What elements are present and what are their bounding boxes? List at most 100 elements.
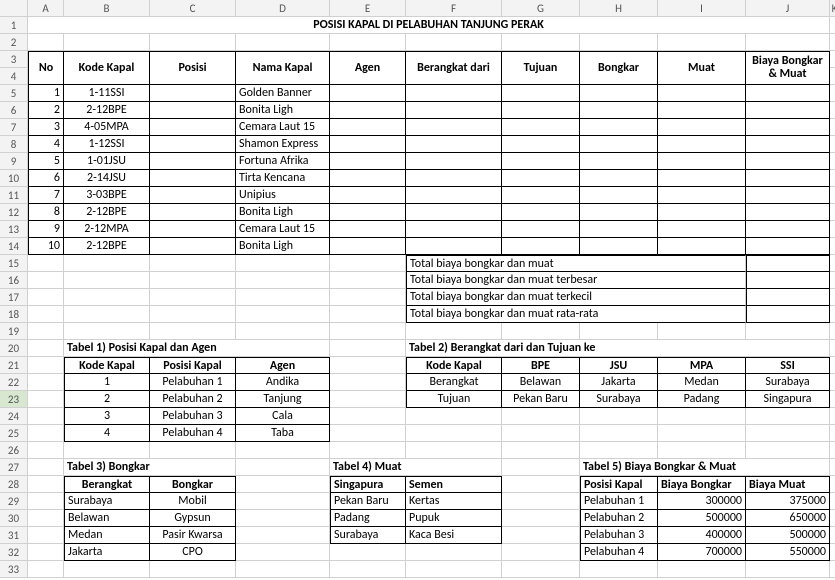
cell-muat-5[interactable] [658, 170, 746, 187]
cell-berangkat-0[interactable] [406, 85, 502, 102]
cell-nama-1[interactable]: Bonita Ligh [236, 102, 330, 119]
row-header-7[interactable]: 7 [0, 119, 28, 136]
t4-r2-0[interactable]: Surabaya [330, 527, 406, 544]
cell-r2-c1[interactable] [64, 34, 150, 51]
total-val-3[interactable] [746, 306, 830, 323]
cell-bongkar-1[interactable] [580, 102, 658, 119]
cell-nama-9[interactable]: Bonita Ligh [236, 238, 330, 255]
cell-muat-7[interactable] [658, 204, 746, 221]
cell-K-13[interactable] [830, 221, 835, 238]
cell-biaya-5[interactable] [746, 170, 830, 187]
t2-r1-c1[interactable]: Pekan Baru [502, 391, 580, 408]
cell-tujuan-2[interactable] [502, 119, 580, 136]
row-header-20[interactable]: 20 [0, 340, 28, 357]
col-header-D[interactable]: D [236, 0, 330, 17]
cell-no-2[interactable]: 3 [28, 119, 64, 136]
K25[interactable] [830, 425, 835, 442]
cell-K-7[interactable] [830, 119, 835, 136]
cell-no-6[interactable]: 7 [28, 187, 64, 204]
cell-kode-1[interactable]: 2-12BPE [64, 102, 150, 119]
t2-r1-c2[interactable]: Surabaya [580, 391, 658, 408]
cell-K4[interactable] [830, 68, 835, 85]
t5-r2-1[interactable]: 400000 [658, 527, 746, 544]
row-header-31[interactable]: 31 [0, 527, 28, 544]
t2empty-24-4[interactable] [746, 408, 830, 425]
row-header-28[interactable]: 28 [0, 476, 28, 493]
cell-tujuan-7[interactable] [502, 204, 580, 221]
row-header-5[interactable]: 5 [0, 85, 28, 102]
cell-no-5[interactable]: 6 [28, 170, 64, 187]
cell-posisi-7[interactable] [150, 204, 236, 221]
K30[interactable] [830, 510, 835, 527]
cell-K-14[interactable] [830, 238, 835, 255]
cell-K-9[interactable] [830, 153, 835, 170]
D27[interactable] [236, 459, 330, 476]
row-header-22[interactable]: 22 [0, 374, 28, 391]
blank-15-0[interactable] [28, 255, 64, 272]
cell-biaya-3[interactable] [746, 136, 830, 153]
cell-berangkat-8[interactable] [406, 221, 502, 238]
blank33-5[interactable] [406, 561, 502, 578]
cell-agen-6[interactable] [330, 187, 406, 204]
t5-r1-0[interactable]: Pelabuhan 2 [580, 510, 658, 527]
cell-r2-c6[interactable] [502, 34, 580, 51]
t3-r1-1[interactable]: Gypsun [150, 510, 236, 527]
blank26-10[interactable] [830, 442, 835, 459]
t3-r0-1[interactable]: Mobil [150, 493, 236, 510]
row-header-14[interactable]: 14 [0, 238, 28, 255]
G32[interactable] [502, 544, 580, 561]
cell-tujuan-6[interactable] [502, 187, 580, 204]
t5-r0-1[interactable]: 300000 [658, 493, 746, 510]
blank-17-3[interactable] [236, 289, 330, 306]
row-header-32[interactable]: 32 [0, 544, 28, 561]
blank33-1[interactable] [64, 561, 150, 578]
cell-nama-4[interactable]: Fortuna Afrika [236, 153, 330, 170]
row-header-17[interactable]: 17 [0, 289, 28, 306]
cell-r2-c0[interactable] [28, 34, 64, 51]
cell-nama-2[interactable]: Cemara Laut 15 [236, 119, 330, 136]
G29[interactable] [502, 493, 580, 510]
blank33-7[interactable] [580, 561, 658, 578]
cell-r2-c10[interactable] [830, 34, 835, 51]
t1-r2-c0[interactable]: 3 [64, 408, 150, 425]
col-header-K[interactable]: K [830, 0, 835, 17]
K20[interactable] [830, 340, 835, 357]
cell-bongkar-6[interactable] [580, 187, 658, 204]
col-header-I[interactable]: I [658, 0, 746, 17]
row-header-25[interactable]: 25 [0, 425, 28, 442]
blank-16-4[interactable] [330, 272, 406, 289]
blank33-9[interactable] [746, 561, 830, 578]
row-header-8[interactable]: 8 [0, 136, 28, 153]
cell-muat-1[interactable] [658, 102, 746, 119]
cell-bongkar-0[interactable] [580, 85, 658, 102]
t2-r0-c3[interactable]: Medan [658, 374, 746, 391]
blank-18-4[interactable] [330, 306, 406, 323]
D30[interactable] [236, 510, 330, 527]
E20[interactable] [330, 340, 406, 357]
G27[interactable] [502, 459, 580, 476]
cell-r2-c9[interactable] [746, 34, 830, 51]
cell-kode-3[interactable]: 1-12SSI [64, 136, 150, 153]
t4e0[interactable] [330, 544, 406, 561]
cell-kode-0[interactable]: 1-11SSI [64, 85, 150, 102]
cell-tujuan-0[interactable] [502, 85, 580, 102]
blank19-5[interactable] [406, 323, 502, 340]
cell-nama-5[interactable]: Tirta Kencana [236, 170, 330, 187]
blank19-7[interactable] [580, 323, 658, 340]
K32[interactable] [830, 544, 835, 561]
E22[interactable] [330, 374, 406, 391]
D28[interactable] [236, 476, 330, 493]
t5-r2-0[interactable]: Pelabuhan 3 [580, 527, 658, 544]
col-header-H[interactable]: H [580, 0, 658, 17]
blank33-3[interactable] [236, 561, 330, 578]
cell-no-7[interactable]: 8 [28, 204, 64, 221]
t1-r3-c1[interactable]: Pelabuhan 4 [150, 425, 236, 442]
A27[interactable] [28, 459, 64, 476]
t3-r3-1[interactable]: CPO [150, 544, 236, 561]
cell-nama-6[interactable]: Unipius [236, 187, 330, 204]
row-header-6[interactable]: 6 [0, 102, 28, 119]
cell-K-8[interactable] [830, 136, 835, 153]
K21[interactable] [830, 357, 835, 374]
t2empty-24-2[interactable] [580, 408, 658, 425]
cell-berangkat-4[interactable] [406, 153, 502, 170]
